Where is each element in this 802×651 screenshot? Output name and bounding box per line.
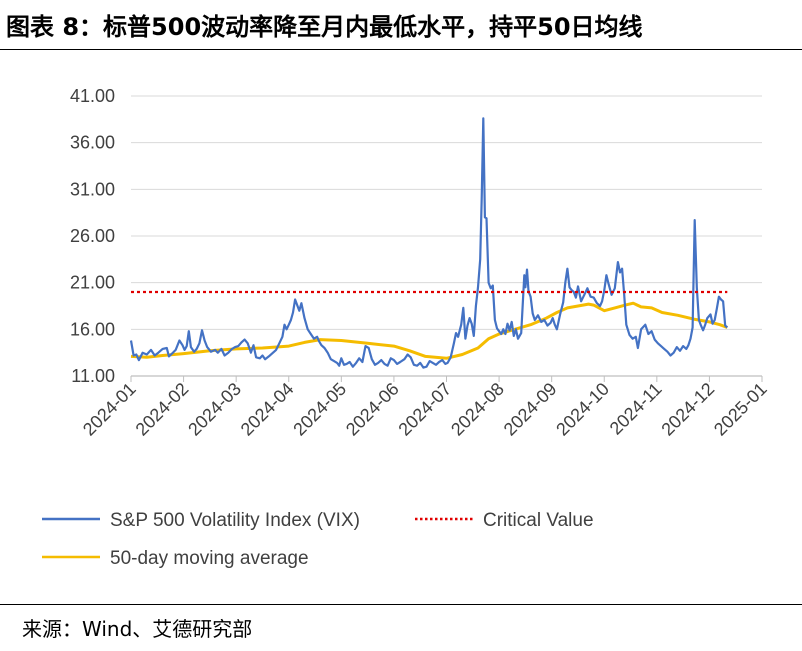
series-lines <box>129 117 729 369</box>
x-tick-label: 2024-07 <box>394 379 455 440</box>
x-tick-label: 2024-04 <box>237 379 298 440</box>
figure-title: 图表 8：标普500波动率降至月内最低水平，持平50日均线 <box>6 13 643 41</box>
x-tick-label: 2024-11 <box>606 379 666 439</box>
y-tick-label: 16.00 <box>70 319 115 339</box>
x-tick-label: 2024-03 <box>184 379 245 440</box>
y-tick-label: 21.00 <box>70 273 115 293</box>
x-tick-label: 2024-10 <box>552 379 613 440</box>
y-tick-label: 31.00 <box>70 179 115 199</box>
x-tick-label: 2024-06 <box>342 379 403 440</box>
y-tick-label: 11.00 <box>71 366 115 386</box>
x-tick-label: 2024-05 <box>289 379 350 440</box>
x-tick-label: 2025-01 <box>710 379 771 440</box>
source-note: 来源：Wind、艾德研究部 <box>22 617 253 641</box>
legend-label-critical: Critical Value <box>483 510 594 531</box>
y-axis-ticks: 11.00 16.00 21.00 26.00 31.00 36.00 41.00 <box>70 86 115 386</box>
x-tick-label: 2024-09 <box>500 379 561 440</box>
legend: S&P 500 Volatility Index (VIX) Critical … <box>42 510 594 569</box>
x-tick-label: 2024-01 <box>79 379 140 440</box>
x-tick-label: 2024-08 <box>447 379 508 440</box>
x-tick-label: 2024-12 <box>657 379 718 440</box>
x-axis-ticks: 2024-012024-022024-032024-042024-052024-… <box>79 376 771 440</box>
top-rule <box>0 49 802 50</box>
bottom-rule <box>0 604 802 605</box>
vix-series-line <box>129 117 729 369</box>
y-tick-label: 26.00 <box>70 226 115 246</box>
y-tick-label: 36.00 <box>70 133 115 153</box>
x-tick-label: 2024-02 <box>132 379 193 440</box>
vix-line-chart: 11.00 16.00 21.00 26.00 31.00 36.00 41.00 2024… <box>42 86 771 569</box>
y-tick-label: 41.00 <box>70 86 115 106</box>
legend-label-vix: S&P 500 Volatility Index (VIX) <box>110 510 360 531</box>
legend-label-ma50: 50-day moving average <box>110 548 309 569</box>
gridlines <box>131 95 762 330</box>
